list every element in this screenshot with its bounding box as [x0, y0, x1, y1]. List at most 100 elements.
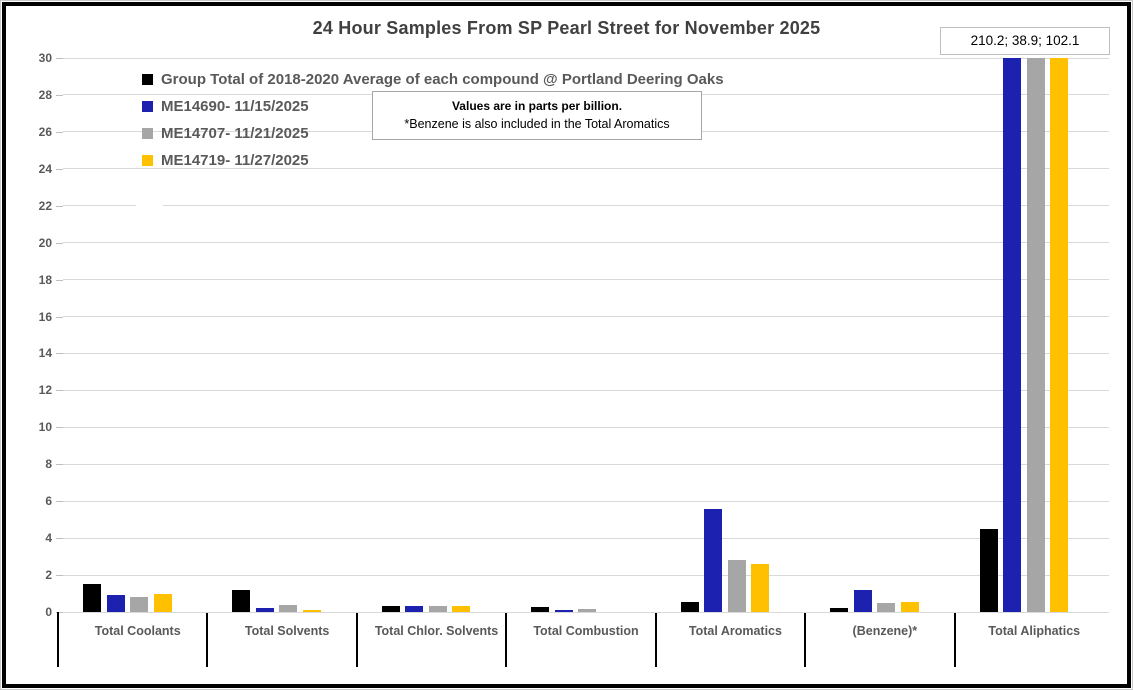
y-tick-20	[56, 242, 63, 244]
bar-me14719--6	[900, 601, 919, 612]
bar-me14719--7	[1050, 58, 1069, 612]
bar-me14707--4	[578, 609, 597, 612]
bar-me14719--1	[153, 594, 172, 612]
y-tick-16	[56, 316, 63, 318]
legend-swatch-icon	[142, 101, 153, 112]
y-tick-10	[56, 427, 63, 429]
legend-label: ME14690- 11/15/2025	[161, 98, 309, 115]
gridline-y30	[63, 57, 1109, 59]
gridline-y14	[63, 352, 1109, 354]
x-axis-category-label: (Benzene)*	[852, 624, 918, 638]
legend-label: ME14719- 11/27/2025	[161, 152, 309, 169]
legend-item-4: ME14719- 11/27/2025	[142, 147, 724, 174]
legend-label: Group Total of 2018-2020 Average of each…	[161, 71, 724, 88]
chart-title: 24 Hour Samples From SP Pearl Street for…	[312, 18, 821, 38]
gridline-y22	[63, 205, 1109, 207]
legend-swatch-icon	[142, 128, 153, 139]
y-axis-label-8: 8	[45, 457, 52, 472]
y-axis-label-0: 0	[45, 605, 52, 619]
legend-swatch-icon	[142, 74, 153, 85]
gridline-y4	[63, 537, 1109, 539]
y-axis-label-14: 14	[38, 346, 52, 361]
bar-group-5	[680, 601, 699, 612]
y-tick-0	[56, 612, 63, 613]
bar-me14690--6	[853, 589, 872, 612]
bar-group-7	[979, 528, 998, 612]
y-tick-8	[56, 464, 63, 466]
y-tick-2	[56, 575, 63, 577]
y-axis-label-4: 4	[45, 531, 52, 546]
bar-me14707--6	[877, 602, 896, 612]
x-axis-category-label: Total Aromatics	[688, 624, 782, 638]
category-separator	[206, 612, 209, 667]
bar-me14690--4	[554, 610, 573, 612]
bar-me14707--3	[428, 606, 447, 612]
y-axis-label-10: 10	[38, 420, 52, 435]
bar-me14719--2	[302, 610, 321, 612]
bar-me14719--3	[452, 606, 471, 612]
y-axis-label-6: 6	[45, 494, 52, 509]
clipped-values-annotation: 210.2; 38.9; 102.1	[940, 27, 1110, 55]
note-box: Values are in parts per billion. *Benzen…	[372, 91, 702, 140]
y-tick-28	[56, 94, 63, 96]
gridline-y24	[63, 168, 1109, 170]
y-axis-label-28: 28	[38, 87, 52, 102]
bar-group-6	[830, 608, 849, 612]
category-separator	[57, 612, 59, 667]
bar-me14719--5	[751, 564, 770, 612]
gridline-y18	[63, 279, 1109, 281]
y-axis-label-24: 24	[38, 161, 52, 176]
legend-item-3: ME14707- 11/21/2025	[142, 120, 724, 147]
x-axis-category-label: Total Chlor. Solvents	[374, 624, 499, 638]
bar-group-4	[531, 607, 550, 612]
y-tick-6	[56, 501, 63, 503]
bar-group-3	[381, 605, 400, 612]
gridline-y2	[63, 574, 1109, 576]
gridline-y10	[63, 426, 1109, 428]
bar-me14690--5	[704, 508, 723, 612]
bar-group-2	[232, 589, 251, 612]
bar-group-1	[83, 584, 101, 612]
bar-me14707--5	[727, 560, 746, 612]
legend-item-2: ME14690- 11/15/2025	[142, 93, 724, 120]
y-tick-22	[56, 205, 63, 207]
category-separator	[654, 612, 657, 667]
x-axis-category-label: Total Aliphatics	[988, 624, 1081, 638]
y-axis-label-20: 20	[38, 235, 52, 250]
bar-me14707--7	[1026, 58, 1045, 612]
y-axis-label-2: 2	[45, 568, 52, 583]
bar-me14690--3	[405, 606, 424, 612]
x-axis-category-label: Total Combustion	[533, 624, 639, 638]
bar-me14690--1	[106, 595, 125, 612]
gridline-y6	[63, 500, 1109, 502]
x-axis-category-label: Total Coolants	[94, 624, 181, 638]
chart-legend: Group Total of 2018-2020 Average of each…	[142, 66, 724, 174]
y-tick-18	[56, 279, 63, 281]
gridline-y20	[63, 242, 1109, 244]
gridline-gap-patch	[136, 204, 163, 212]
y-tick-12	[56, 390, 63, 392]
gridline-y12	[63, 389, 1109, 391]
gridline-y8	[63, 463, 1109, 465]
y-tick-24	[56, 168, 63, 170]
x-axis-category-label: Total Solvents	[244, 624, 330, 638]
category-separator	[804, 612, 807, 667]
y-tick-26	[56, 131, 63, 133]
legend-swatch-icon	[142, 155, 153, 166]
legend-label: ME14707- 11/21/2025	[161, 125, 309, 142]
legend-item-1: Group Total of 2018-2020 Average of each…	[142, 66, 724, 93]
gridline-y0	[63, 611, 1109, 613]
bar-me14707--1	[130, 597, 148, 612]
note-line-1: Values are in parts per billion.	[451, 99, 623, 113]
bar-me14690--2	[255, 608, 274, 612]
y-axis-label-16: 16	[38, 309, 52, 324]
y-tick-14	[56, 353, 63, 355]
gridline-y16	[63, 316, 1109, 318]
category-separator	[953, 612, 956, 667]
y-axis-label-22: 22	[38, 198, 52, 213]
y-axis-label-12: 12	[38, 383, 52, 398]
category-separator	[505, 612, 508, 667]
y-axis-label-18: 18	[38, 272, 52, 287]
category-separator	[355, 612, 358, 667]
